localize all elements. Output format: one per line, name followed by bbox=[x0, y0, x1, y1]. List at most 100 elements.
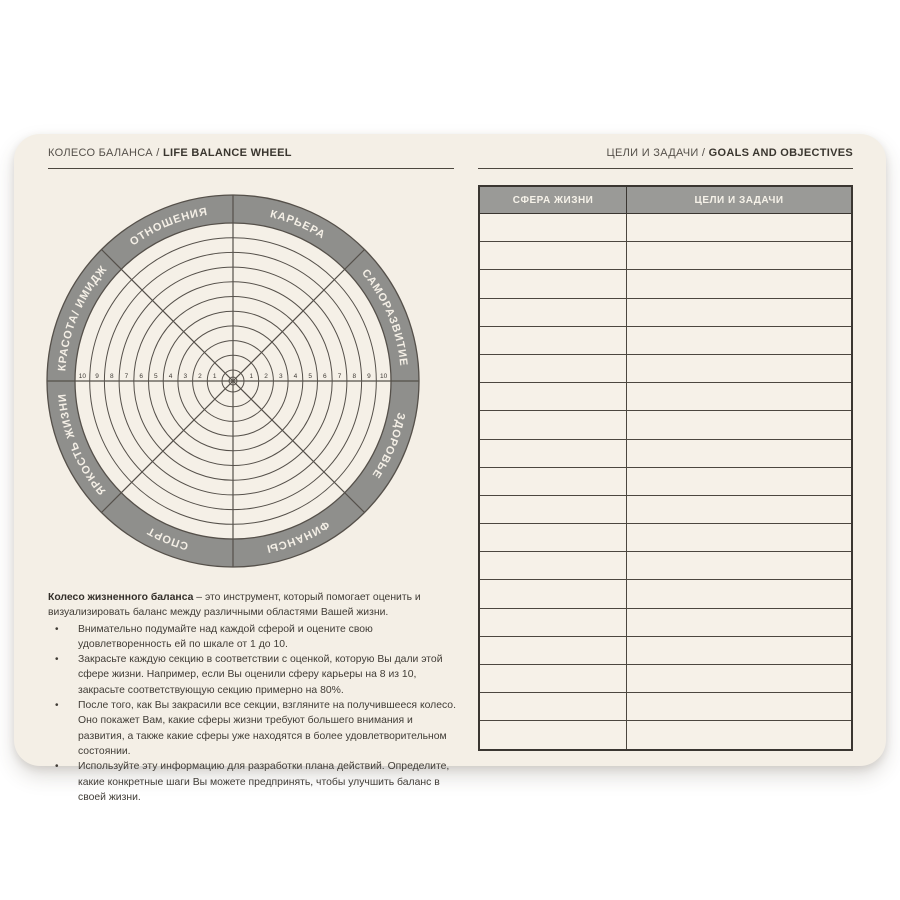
goals-cell bbox=[626, 494, 853, 525]
column-header-goals: ЦЕЛИ И ЗАДАЧИ bbox=[626, 185, 853, 214]
table-row bbox=[478, 212, 853, 243]
goals-cell bbox=[626, 579, 853, 609]
goals-cell bbox=[626, 241, 853, 271]
goals-cell bbox=[626, 353, 853, 384]
instruction-bullet: • Используйте эту информацию для разработ… bbox=[55, 761, 450, 803]
table-row bbox=[478, 269, 853, 299]
scale-number: 5 bbox=[308, 373, 312, 380]
life-sphere-cell bbox=[478, 410, 628, 440]
life-sphere-cell bbox=[478, 692, 628, 722]
table-row bbox=[478, 297, 853, 327]
goals-cell bbox=[626, 382, 853, 412]
scale-number: 7 bbox=[125, 373, 129, 380]
wheel-instructions: Колесо жизненного баланса – это инструме… bbox=[48, 590, 456, 805]
table-row bbox=[478, 663, 853, 694]
life-balance-wheel: 1 1 2 2 3 3 4 4 5 5 6 6 7 7 8 8 9 9 10 10 КАРЬЕРА САМОРАЗВИТИ… bbox=[46, 194, 420, 568]
life-sphere-cell bbox=[478, 325, 628, 355]
scale-number: 8 bbox=[110, 373, 114, 380]
life-sphere-cell bbox=[478, 241, 628, 271]
left-header-russian: КОЛЕСО БАЛАНСА / bbox=[48, 147, 163, 159]
life-sphere-cell bbox=[478, 579, 628, 609]
life-sphere-cell bbox=[478, 607, 628, 637]
table-row bbox=[478, 579, 853, 609]
column-header-life-sphere: СФЕРА ЖИЗНИ bbox=[478, 185, 628, 214]
life-sphere-cell bbox=[478, 297, 628, 327]
instructions-intro-text: – это инструмент, который помогает оцени… bbox=[48, 592, 421, 619]
life-sphere-cell bbox=[478, 353, 628, 384]
goals-cell bbox=[626, 410, 853, 440]
table-row bbox=[478, 635, 853, 666]
table-row bbox=[478, 494, 853, 525]
table-row bbox=[478, 692, 853, 722]
table-row bbox=[478, 410, 853, 440]
table-header-row: СФЕРА ЖИЗНИ ЦЕЛИ И ЗАДАЧИ bbox=[478, 185, 853, 214]
instruction-bullet: • Внимательно подумайте над каждой сферой… bbox=[55, 623, 373, 650]
table-row bbox=[478, 438, 853, 468]
life-sphere-cell bbox=[478, 269, 628, 299]
goals-cell bbox=[626, 635, 853, 666]
scale-number: 3 bbox=[279, 373, 283, 380]
bullet-icon: • bbox=[55, 623, 59, 635]
bullet-icon: • bbox=[55, 700, 59, 712]
bullet-icon: • bbox=[55, 761, 59, 773]
scale-number: 4 bbox=[294, 373, 298, 380]
instruction-bullet: • После того, как Вы закрасили все секции… bbox=[55, 700, 456, 757]
goals-cell bbox=[626, 466, 853, 496]
sector-divider-line bbox=[101, 249, 365, 513]
goals-cell bbox=[626, 325, 853, 355]
scale-number: 2 bbox=[198, 373, 202, 380]
scale-number: 6 bbox=[323, 373, 327, 380]
life-sphere-cell bbox=[478, 438, 628, 468]
scale-number: 2 bbox=[264, 373, 268, 380]
instruction-bullet: • Закрасьте каждую секцию в соответствии … bbox=[55, 654, 443, 696]
goals-cell bbox=[626, 438, 853, 468]
table-row bbox=[478, 382, 853, 412]
life-sphere-cell bbox=[478, 663, 628, 694]
right-header-russian: ЦЕЛИ И ЗАДАЧИ / bbox=[606, 147, 709, 159]
scale-number: 9 bbox=[367, 373, 371, 380]
scale-number: 8 bbox=[352, 373, 356, 380]
life-sphere-cell bbox=[478, 382, 628, 412]
goals-cell bbox=[626, 663, 853, 694]
table-row bbox=[478, 551, 853, 581]
goals-cell bbox=[626, 212, 853, 243]
planner-spread: КОЛЕСО БАЛАНСА / LIFE BALANCE WHEEL ЦЕЛИ… bbox=[14, 134, 886, 803]
scale-number: 10 bbox=[79, 373, 87, 380]
goals-cell bbox=[626, 297, 853, 327]
scale-number: 1 bbox=[213, 373, 217, 380]
right-header-english: GOALS AND OBJECTIVES bbox=[708, 147, 853, 159]
goals-cell bbox=[626, 692, 853, 722]
table-row bbox=[478, 353, 853, 384]
bullet-icon: • bbox=[55, 654, 59, 666]
table-row bbox=[478, 607, 853, 637]
scale-number: 10 bbox=[380, 373, 388, 380]
right-page-header: ЦЕЛИ И ЗАДАЧИ / GOALS AND OBJECTIVES bbox=[478, 147, 853, 169]
life-balance-wheel-chart: 11 22 33 44 55 66 77 88 99 1010КАРЬЕРАСАМОРАЗВИТИ… bbox=[46, 194, 420, 568]
instructions-intro: Колесо жизненного баланса – это инструме… bbox=[48, 590, 456, 621]
life-sphere-cell bbox=[478, 635, 628, 666]
scale-number: 3 bbox=[183, 373, 187, 380]
life-sphere-cell bbox=[478, 494, 628, 525]
life-sphere-cell bbox=[478, 212, 628, 243]
table-row bbox=[478, 466, 853, 496]
table-row bbox=[478, 241, 853, 271]
goals-cell bbox=[626, 269, 853, 299]
scale-number: 1 bbox=[250, 373, 254, 380]
scale-number: 7 bbox=[338, 373, 342, 380]
life-sphere-cell bbox=[478, 720, 628, 751]
table-row bbox=[478, 720, 853, 751]
left-header-english: LIFE BALANCE WHEEL bbox=[162, 147, 292, 159]
scale-number: 5 bbox=[154, 373, 158, 380]
scale-number: 6 bbox=[139, 373, 143, 380]
life-sphere-cell bbox=[478, 523, 628, 553]
left-page-header: КОЛЕСО БАЛАНСА / LIFE BALANCE WHEEL bbox=[48, 147, 454, 169]
instructions-intro-term: Колесо жизненного баланса bbox=[48, 592, 194, 603]
goals-cell bbox=[626, 523, 853, 553]
table-row bbox=[478, 523, 853, 553]
goals-objectives-table: СФЕРА ЖИЗНИ ЦЕЛИ И ЗАДАЧИ bbox=[478, 185, 853, 751]
table-row bbox=[478, 325, 853, 355]
life-sphere-cell bbox=[478, 466, 628, 496]
instructions-bullet-list: • Внимательно подумайте над каждой сферой… bbox=[48, 622, 456, 806]
scale-number: 9 bbox=[95, 373, 99, 380]
